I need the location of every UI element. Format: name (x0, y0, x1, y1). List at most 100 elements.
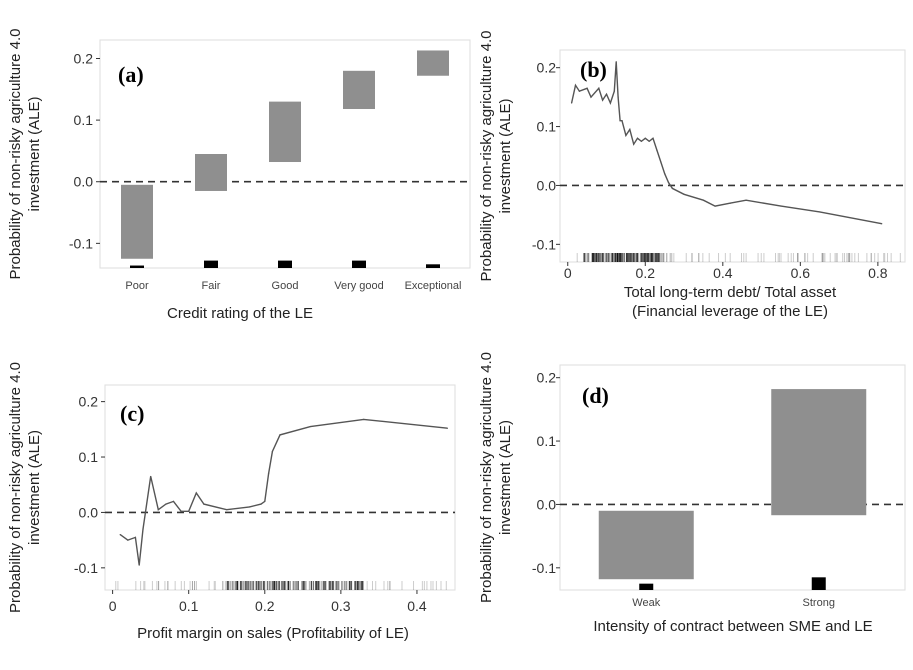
rug-block (352, 260, 366, 268)
ale-point (142, 528, 144, 530)
ale-line (119, 418, 448, 566)
ale-point (226, 509, 228, 511)
ale-point (150, 475, 152, 478)
y-tick-label: -0.1 (74, 560, 98, 576)
bar-strong (771, 389, 867, 516)
rug-block (204, 260, 218, 268)
x-tick-label: 0.8 (868, 265, 888, 281)
ale-point (571, 102, 573, 104)
ale-point (127, 539, 129, 541)
ale-point (279, 434, 281, 436)
y-tick-label: 0.2 (74, 50, 94, 66)
bar-weak (598, 510, 694, 580)
ale-point (633, 143, 635, 145)
ale-point (664, 173, 666, 175)
ale-point (188, 510, 190, 512)
x-axis-label: Credit rating of the LE (167, 305, 313, 322)
plot-frame (559, 364, 906, 591)
ale-point (180, 510, 182, 512)
ale-point (172, 500, 175, 502)
y-tick-label: 0.1 (74, 112, 94, 128)
rug-block (278, 260, 292, 268)
y-tick-label: -0.1 (69, 235, 93, 251)
ale-point (671, 187, 674, 189)
ale-point (729, 202, 732, 204)
y-tick-label: 0.0 (537, 177, 557, 193)
ale-point (629, 128, 631, 131)
y-tick-label: 0.1 (537, 433, 557, 449)
ale-point (574, 84, 577, 86)
x-category-label: Very good (334, 280, 384, 292)
ale-point (667, 181, 670, 184)
rug-block (130, 265, 144, 268)
ale-point (819, 211, 821, 213)
panel-label: (d) (582, 383, 609, 408)
y-tick-label: -0.1 (532, 236, 556, 252)
y-axis-label: investment (ALE) (497, 420, 514, 535)
y-axis-label: investment (ALE) (26, 430, 43, 545)
rug-block (811, 577, 826, 590)
ale-point (881, 223, 883, 225)
x-category-label: Good (272, 280, 299, 292)
x-category-label: Exceptional (405, 280, 462, 292)
ale-point (745, 199, 747, 201)
ale-point (660, 161, 662, 163)
ale-point (309, 425, 312, 428)
ale-point (621, 120, 623, 122)
y-tick-label: 0.1 (537, 119, 557, 135)
ale-point (586, 87, 588, 89)
ale-point (598, 87, 600, 89)
ale-point (617, 96, 619, 98)
ale-point (271, 450, 273, 453)
rug-block (639, 583, 654, 590)
y-tick-label: 0.2 (537, 370, 557, 386)
ale-point (702, 199, 705, 201)
y-axis-label: Probability of non-risky agriculture 4.0 (7, 29, 24, 280)
ale-point (605, 93, 608, 95)
panel-label: (a) (118, 62, 144, 87)
ale-point (619, 120, 621, 122)
y-tick-label: -0.1 (532, 560, 556, 576)
ale-point (636, 137, 639, 139)
ale-line (570, 61, 882, 225)
y-axis-label: Probability of non-risky agriculture 4.0 (478, 352, 495, 603)
x-tick-label: 0.6 (791, 265, 811, 281)
rug-block (426, 264, 440, 268)
ale-point (652, 137, 654, 139)
y-tick-label: 0.0 (79, 504, 99, 520)
x-tick-label: 0.4 (713, 265, 733, 281)
plot-frame (104, 384, 456, 591)
ale-point (683, 193, 685, 195)
x-axis-label: Profit margin on sales (Profitability of… (137, 625, 409, 642)
ale-point (267, 473, 270, 475)
ale-point (625, 134, 627, 136)
x-tick-label: 0 (109, 598, 117, 614)
ale-point (203, 503, 205, 505)
plot-frame (559, 49, 906, 263)
x-tick-label: 0.4 (407, 598, 427, 614)
bar-poor (121, 184, 153, 259)
y-tick-label: 0.2 (537, 60, 557, 76)
panel-label: (b) (580, 57, 607, 82)
ale-point (248, 506, 251, 508)
ale-point (165, 503, 167, 505)
bar-good (269, 101, 301, 163)
ale-point (446, 427, 448, 429)
ale-point (157, 509, 159, 511)
ale-point (602, 99, 604, 101)
bar-fair (195, 154, 227, 191)
bar-very-good (343, 70, 375, 110)
ale-point (363, 418, 365, 420)
ale-point (609, 102, 611, 104)
ale-point (578, 90, 580, 92)
x-category-label: Fair (202, 280, 221, 292)
y-tick-label: 0.0 (537, 496, 557, 512)
x-tick-label: 0.3 (331, 598, 351, 614)
ale-point (264, 500, 266, 502)
ale-point (640, 140, 643, 142)
x-axis-label: (Financial leverage of the LE) (632, 303, 828, 320)
ale-point (714, 205, 716, 207)
panel-a: -0.1 0.0 0.1 0.2 Poor Fair Good Very good Except… (7, 29, 471, 322)
y-axis-label: investment (ALE) (497, 98, 514, 213)
bar-exceptional (417, 50, 449, 76)
